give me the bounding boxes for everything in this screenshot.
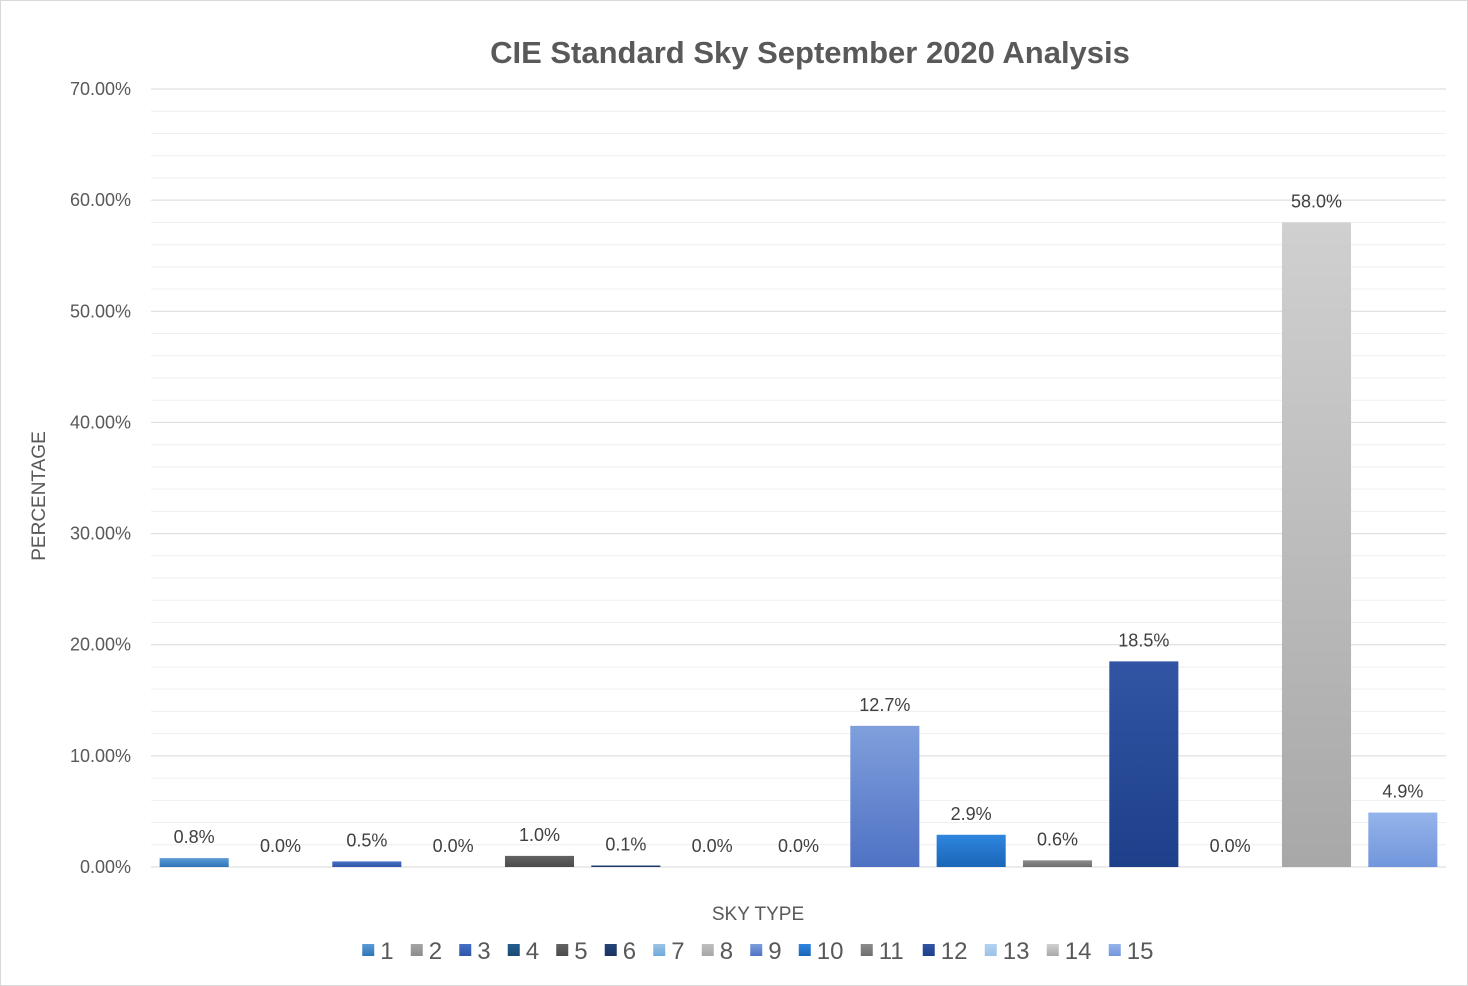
legend-label: 6	[623, 938, 636, 965]
legend-item-8: 8	[701, 938, 733, 965]
data-label: 2.9%	[951, 804, 992, 824]
legend-item-9: 9	[750, 938, 782, 965]
y-tick-label: 30.00%	[70, 524, 131, 544]
gridlines	[151, 88, 1446, 868]
bar-sky-type-11	[1022, 860, 1093, 867]
legend-swatch	[556, 944, 569, 956]
y-tick-label: 0.00%	[80, 857, 131, 877]
y-axis-ticks: 0.00% 10.00% 20.00% 30.00% 40.00% 50.00% 60.00…	[70, 79, 131, 877]
data-label: 12.7%	[859, 695, 910, 715]
legend-label: 7	[671, 938, 684, 965]
legend-label: 14	[1065, 938, 1092, 965]
legend-label: 4	[526, 938, 539, 965]
y-tick-label: 60.00%	[70, 190, 131, 210]
legend-swatch	[922, 944, 935, 956]
legend-swatch	[798, 944, 811, 956]
legend-swatch	[701, 944, 714, 956]
y-tick-label: 40.00%	[70, 412, 131, 432]
legend-swatch	[860, 944, 873, 956]
legend-item-10: 10	[798, 938, 844, 965]
data-labels: 0.8% 0.0% 0.5% 0.0% 1.0% 0.1% 0.0% 0.0% 12.7% 2.9…	[174, 191, 1424, 856]
y-tick-label: 20.00%	[70, 635, 131, 655]
data-label: 58.0%	[1291, 191, 1342, 211]
data-label: 0.0%	[778, 836, 819, 856]
legend-item-4: 4	[507, 938, 539, 965]
bar-sky-type-15	[1368, 812, 1438, 867]
x-axis-label: SKY TYPE	[712, 904, 804, 925]
legend-label: 10	[817, 938, 844, 965]
legend-item-2: 2	[410, 938, 442, 965]
data-label: 0.8%	[174, 827, 215, 847]
legend-item-13: 13	[984, 938, 1030, 965]
bar-sky-type-5	[504, 855, 575, 867]
data-label: 1.0%	[519, 825, 560, 845]
data-label: 0.0%	[433, 836, 474, 856]
legend-item-6: 6	[604, 938, 636, 965]
data-label: 0.1%	[605, 835, 646, 855]
legend-swatch	[604, 944, 617, 956]
bars	[159, 222, 1438, 867]
legend-label: 5	[574, 938, 587, 965]
legend-swatch	[1046, 944, 1059, 956]
bar-sky-type-14	[1281, 222, 1352, 867]
legend-item-1: 1	[362, 938, 394, 965]
y-tick-label: 10.00%	[70, 746, 131, 766]
legend-item-3: 3	[459, 938, 491, 965]
y-axis-label: PERCENTAGE	[29, 431, 50, 561]
legend-label: 2	[429, 938, 442, 965]
bar-sky-type-12	[1109, 661, 1179, 867]
data-label: 0.0%	[1210, 836, 1251, 856]
chart-title: CIE Standard Sky September 2020 Analysis	[490, 35, 1130, 70]
legend-item-7: 7	[653, 938, 685, 965]
data-label: 0.6%	[1037, 829, 1078, 849]
legend-swatch	[507, 944, 520, 956]
legend-item-5: 5	[556, 938, 588, 965]
legend-swatch	[1108, 944, 1121, 956]
legend: 1 2 3 4 5 6 7 8 9 10 11 12 13 14 15	[362, 938, 1153, 965]
bar-sky-type-6	[591, 865, 661, 867]
legend-label: 12	[941, 938, 968, 965]
legend-label: 15	[1127, 938, 1154, 965]
bar-sky-type-3	[332, 861, 402, 867]
y-tick-label: 50.00%	[70, 301, 131, 321]
legend-item-11: 11	[860, 938, 904, 965]
data-label: 0.5%	[346, 830, 387, 850]
legend-label: 13	[1003, 938, 1030, 965]
legend-swatch	[653, 944, 666, 956]
bar-sky-type-9	[850, 725, 920, 867]
legend-swatch	[459, 944, 472, 956]
legend-swatch	[362, 944, 375, 956]
legend-item-14: 14	[1046, 938, 1092, 965]
legend-label: 8	[720, 938, 733, 965]
data-label: 18.5%	[1118, 630, 1169, 650]
bar-sky-type-1	[159, 858, 229, 867]
data-label: 0.0%	[260, 836, 301, 856]
legend-item-12: 12	[922, 938, 968, 965]
legend-label: 9	[768, 938, 781, 965]
legend-swatch	[984, 944, 997, 956]
legend-label: 11	[879, 938, 904, 965]
bar-sky-type-10	[936, 834, 1006, 867]
legend-item-15: 15	[1108, 938, 1154, 965]
data-label: 0.0%	[692, 836, 733, 856]
legend-label: 3	[477, 938, 490, 965]
y-tick-label: 70.00%	[70, 79, 131, 99]
legend-swatch	[750, 944, 763, 956]
legend-label: 1	[380, 938, 393, 965]
data-label: 4.9%	[1382, 782, 1423, 802]
legend-swatch	[410, 944, 423, 956]
